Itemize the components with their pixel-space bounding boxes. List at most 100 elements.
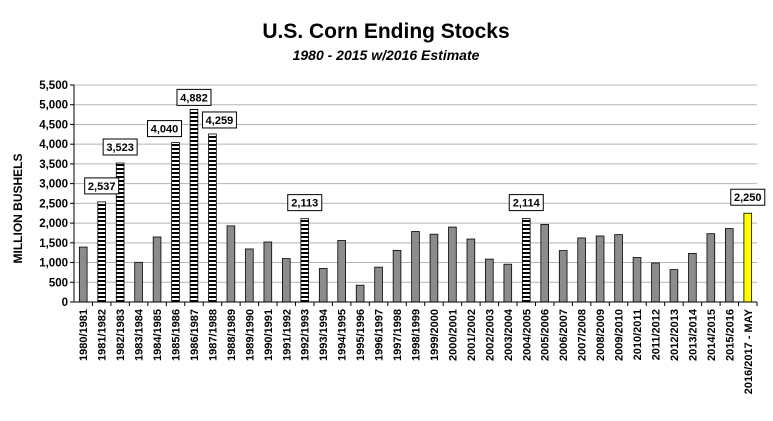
x-tick-label: 1997/1998 [392,309,404,361]
data-label: 2,113 [287,194,323,212]
bar [595,235,605,303]
x-tick-label: 2011/2012 [650,309,662,360]
x-tick-label: 2003/2004 [503,308,515,361]
bars [78,108,753,303]
x-tick-label: 1983/1984 [134,308,146,361]
x-tick-label: 2008/2009 [595,309,607,361]
svg-text:3,523: 3,523 [106,142,134,154]
x-tick-label: 1990/1991 [263,309,275,361]
x-tick-label: 1995/1996 [355,309,367,361]
bar [669,269,679,303]
x-tick-label: 2010/2011 [632,309,644,360]
y-tick-label: 3,000 [39,179,68,191]
bar [743,212,753,303]
bar [374,266,383,303]
chart-subtitle: 1980 - 2015 w/2016 Estimate [293,47,480,63]
bar [97,201,106,303]
x-tick-label: 1994/1995 [337,309,349,361]
y-tick-label: 4,000 [39,139,68,151]
svg-text:2,113: 2,113 [291,198,318,210]
y-tick-label: 1,000 [39,258,68,270]
bar [540,223,549,303]
svg-text:2,250: 2,250 [734,192,762,204]
bar [651,262,660,303]
x-tick-label: 2005/2006 [540,309,552,361]
y-tick-label: 2,000 [39,218,68,230]
y-tick-label: 5,500 [39,80,68,92]
data-label: 2,114 [508,194,544,212]
x-tick-label: 2016/2017 - MAY [743,308,755,394]
bar [263,241,273,303]
x-tick-label: 1986/1987 [189,309,201,361]
bar [632,257,642,303]
x-tick-label: 1991/1992 [281,309,293,361]
x-tick-label: 2015/2016 [724,309,736,361]
x-tick-label: 2000/2001 [447,309,459,361]
data-label: 4,259 [201,111,237,129]
svg-text:4,040: 4,040 [151,124,179,136]
bar [706,233,716,303]
svg-text:2,537: 2,537 [88,181,116,193]
bar [521,218,531,303]
bar [78,246,88,303]
data-label: 2,250 [730,188,766,206]
gridlines [74,84,757,283]
x-tick-label: 1981/1982 [97,309,109,361]
bar [411,231,420,303]
x-tick-label: 2013/2014 [687,308,699,361]
x-tick-label: 2009/2010 [614,309,626,361]
x-tick-label: 1992/1993 [300,309,312,361]
bar [485,258,494,303]
y-tick-label: 0 [62,297,68,309]
x-tick-label: 1993/1994 [318,308,330,361]
bar [466,238,476,303]
bar [189,108,199,303]
x-tick-label: 1989/1990 [244,309,256,361]
chart-title: U.S. Corn Ending Stocks [262,20,509,43]
bar [245,248,254,303]
bar [152,236,162,303]
y-tick-label: 2,500 [39,198,68,210]
bar [392,249,402,303]
bar [171,142,180,303]
bar [688,252,697,303]
x-tick-label: 1998/1999 [411,309,423,361]
x-tick-label: 1982/1983 [115,309,127,361]
svg-text:4,259: 4,259 [206,115,234,127]
x-tick-label: 2014/2015 [706,309,718,361]
x-tick-label: 2004/2005 [521,309,533,361]
bar [558,250,568,303]
x-tick-label: 1985/1986 [171,309,183,361]
bar [300,218,310,303]
y-axis-ticks: 0 500 1,000 1,500 2,000 2,500 3,000 3,500 4,000 4… [39,80,74,309]
bar [577,237,586,303]
bar [337,240,346,303]
y-axis-label: MILLION BUSHELS [11,154,25,264]
x-tick-label: 1984/1985 [152,309,164,361]
x-tick-label: 1987/1988 [207,309,219,361]
bar [318,268,328,303]
x-tick-label: 1980/1981 [78,309,90,361]
y-tick-label: 5,000 [39,100,68,112]
x-tick-label: 2006/2007 [558,309,570,361]
bar [282,258,291,303]
data-label: 4,882 [176,88,212,106]
bar [725,228,734,303]
bar [226,225,236,303]
bar [448,226,457,303]
x-tick-label: 2007/2008 [577,309,589,361]
y-tick-label: 3,500 [39,159,68,171]
bar [208,133,217,303]
x-tick-label: 1988/1989 [226,309,238,361]
bar [134,261,143,303]
bar [355,284,365,303]
data-label: 3,523 [102,138,138,156]
data-label: 2,537 [84,177,120,195]
x-tick-label: 2012/2013 [669,309,681,361]
svg-text:2,114: 2,114 [513,198,541,210]
y-tick-label: 500 [49,277,68,289]
y-tick-label: 4,500 [39,119,68,131]
bar [614,234,623,303]
x-tick-label: 1996/1997 [374,309,386,361]
